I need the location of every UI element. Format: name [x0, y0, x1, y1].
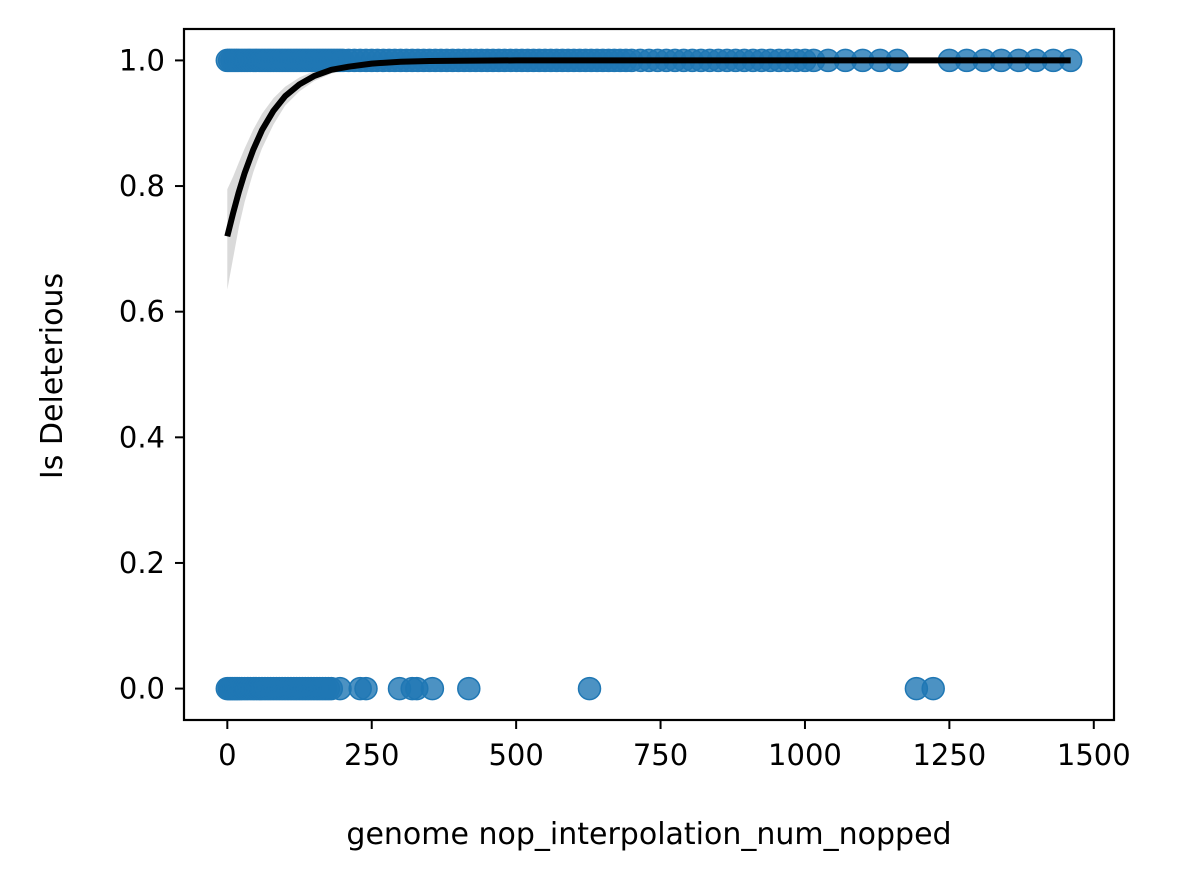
logistic-fit-line [224, 57, 1071, 238]
x-tick-label: 250 [344, 738, 399, 772]
y-tick-label: 0.0 [119, 672, 165, 706]
x-tick-label: 750 [633, 738, 688, 772]
plot-frame [182, 27, 1116, 722]
x-tick-label: 1000 [768, 738, 842, 772]
data-point [921, 676, 945, 701]
data-point [457, 676, 481, 701]
x-tick-label: 1250 [912, 738, 986, 772]
x-tick-label: 500 [488, 738, 543, 772]
data-point [420, 676, 445, 701]
y-tick-label: 0.2 [119, 546, 165, 580]
y-axis-ticks: 0.0 0.2 0.4 0.6 0.8 1.0 [119, 43, 184, 706]
y-tick-label: 0.6 [119, 295, 165, 329]
confidence-band [227, 60, 1071, 290]
data-point [577, 676, 602, 701]
y-tick-label: 0.8 [119, 169, 165, 203]
y-tick-label: 0.4 [119, 420, 165, 454]
data-point [328, 676, 352, 701]
points-layer [215, 48, 1083, 701]
confidence-band-layer [227, 60, 1071, 290]
fit-line-layer [224, 57, 1071, 238]
data-point [354, 676, 378, 701]
x-tick-label: 1500 [1057, 738, 1131, 772]
y-tick-label: 1.0 [119, 43, 165, 77]
y-axis-label: Is Deleterious [35, 273, 70, 479]
x-axis-ticks: 0 250 500 750 1000 1250 1500 [218, 720, 1131, 772]
x-tick-label: 0 [218, 738, 236, 772]
x-axis-label: genome nop_interpolation_num_nopped [346, 817, 951, 852]
